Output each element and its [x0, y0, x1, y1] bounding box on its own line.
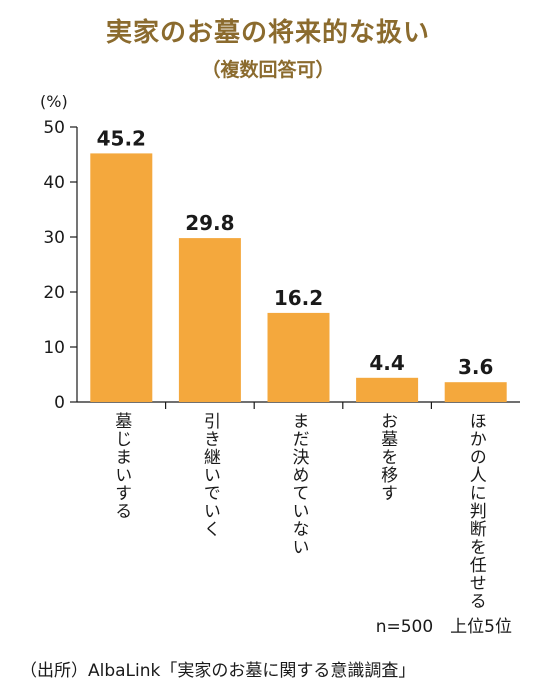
- source-note: （出所）AlbaLink「実家のお墓に関する意識調査」: [20, 661, 416, 681]
- bar: [444, 382, 507, 402]
- y-tick-label: 40: [43, 173, 65, 193]
- y-tick-label: 10: [43, 338, 65, 358]
- category-label: まだ決めていない: [288, 412, 309, 556]
- bar: [267, 312, 330, 402]
- category-label: 墓じまいする: [111, 412, 132, 520]
- bar: [356, 377, 419, 402]
- category-label: お墓を移す: [377, 412, 398, 502]
- y-tick-label: 30: [43, 228, 65, 248]
- category-label: 引き継いでいく: [199, 412, 220, 538]
- bar: [90, 153, 153, 402]
- sample-note: n=500 上位5位: [375, 617, 512, 637]
- chart-title: 実家のお墓の将来的な扱い: [105, 18, 430, 48]
- bar: [178, 238, 241, 402]
- category-label: ほかの人に判断を任せる: [465, 412, 486, 610]
- y-tick-label: 0: [54, 393, 65, 413]
- bar-value-label: 3.6: [458, 355, 493, 379]
- bar-value-label: 45.2: [97, 126, 146, 150]
- y-axis-unit: (%): [40, 92, 68, 111]
- bar-value-label: 29.8: [185, 211, 234, 235]
- bar-value-label: 4.4: [369, 351, 404, 375]
- chart-subtitle: （複数回答可）: [201, 59, 335, 81]
- bar-value-label: 16.2: [274, 286, 323, 310]
- y-tick-label: 50: [43, 118, 65, 138]
- y-tick-label: 20: [43, 283, 65, 303]
